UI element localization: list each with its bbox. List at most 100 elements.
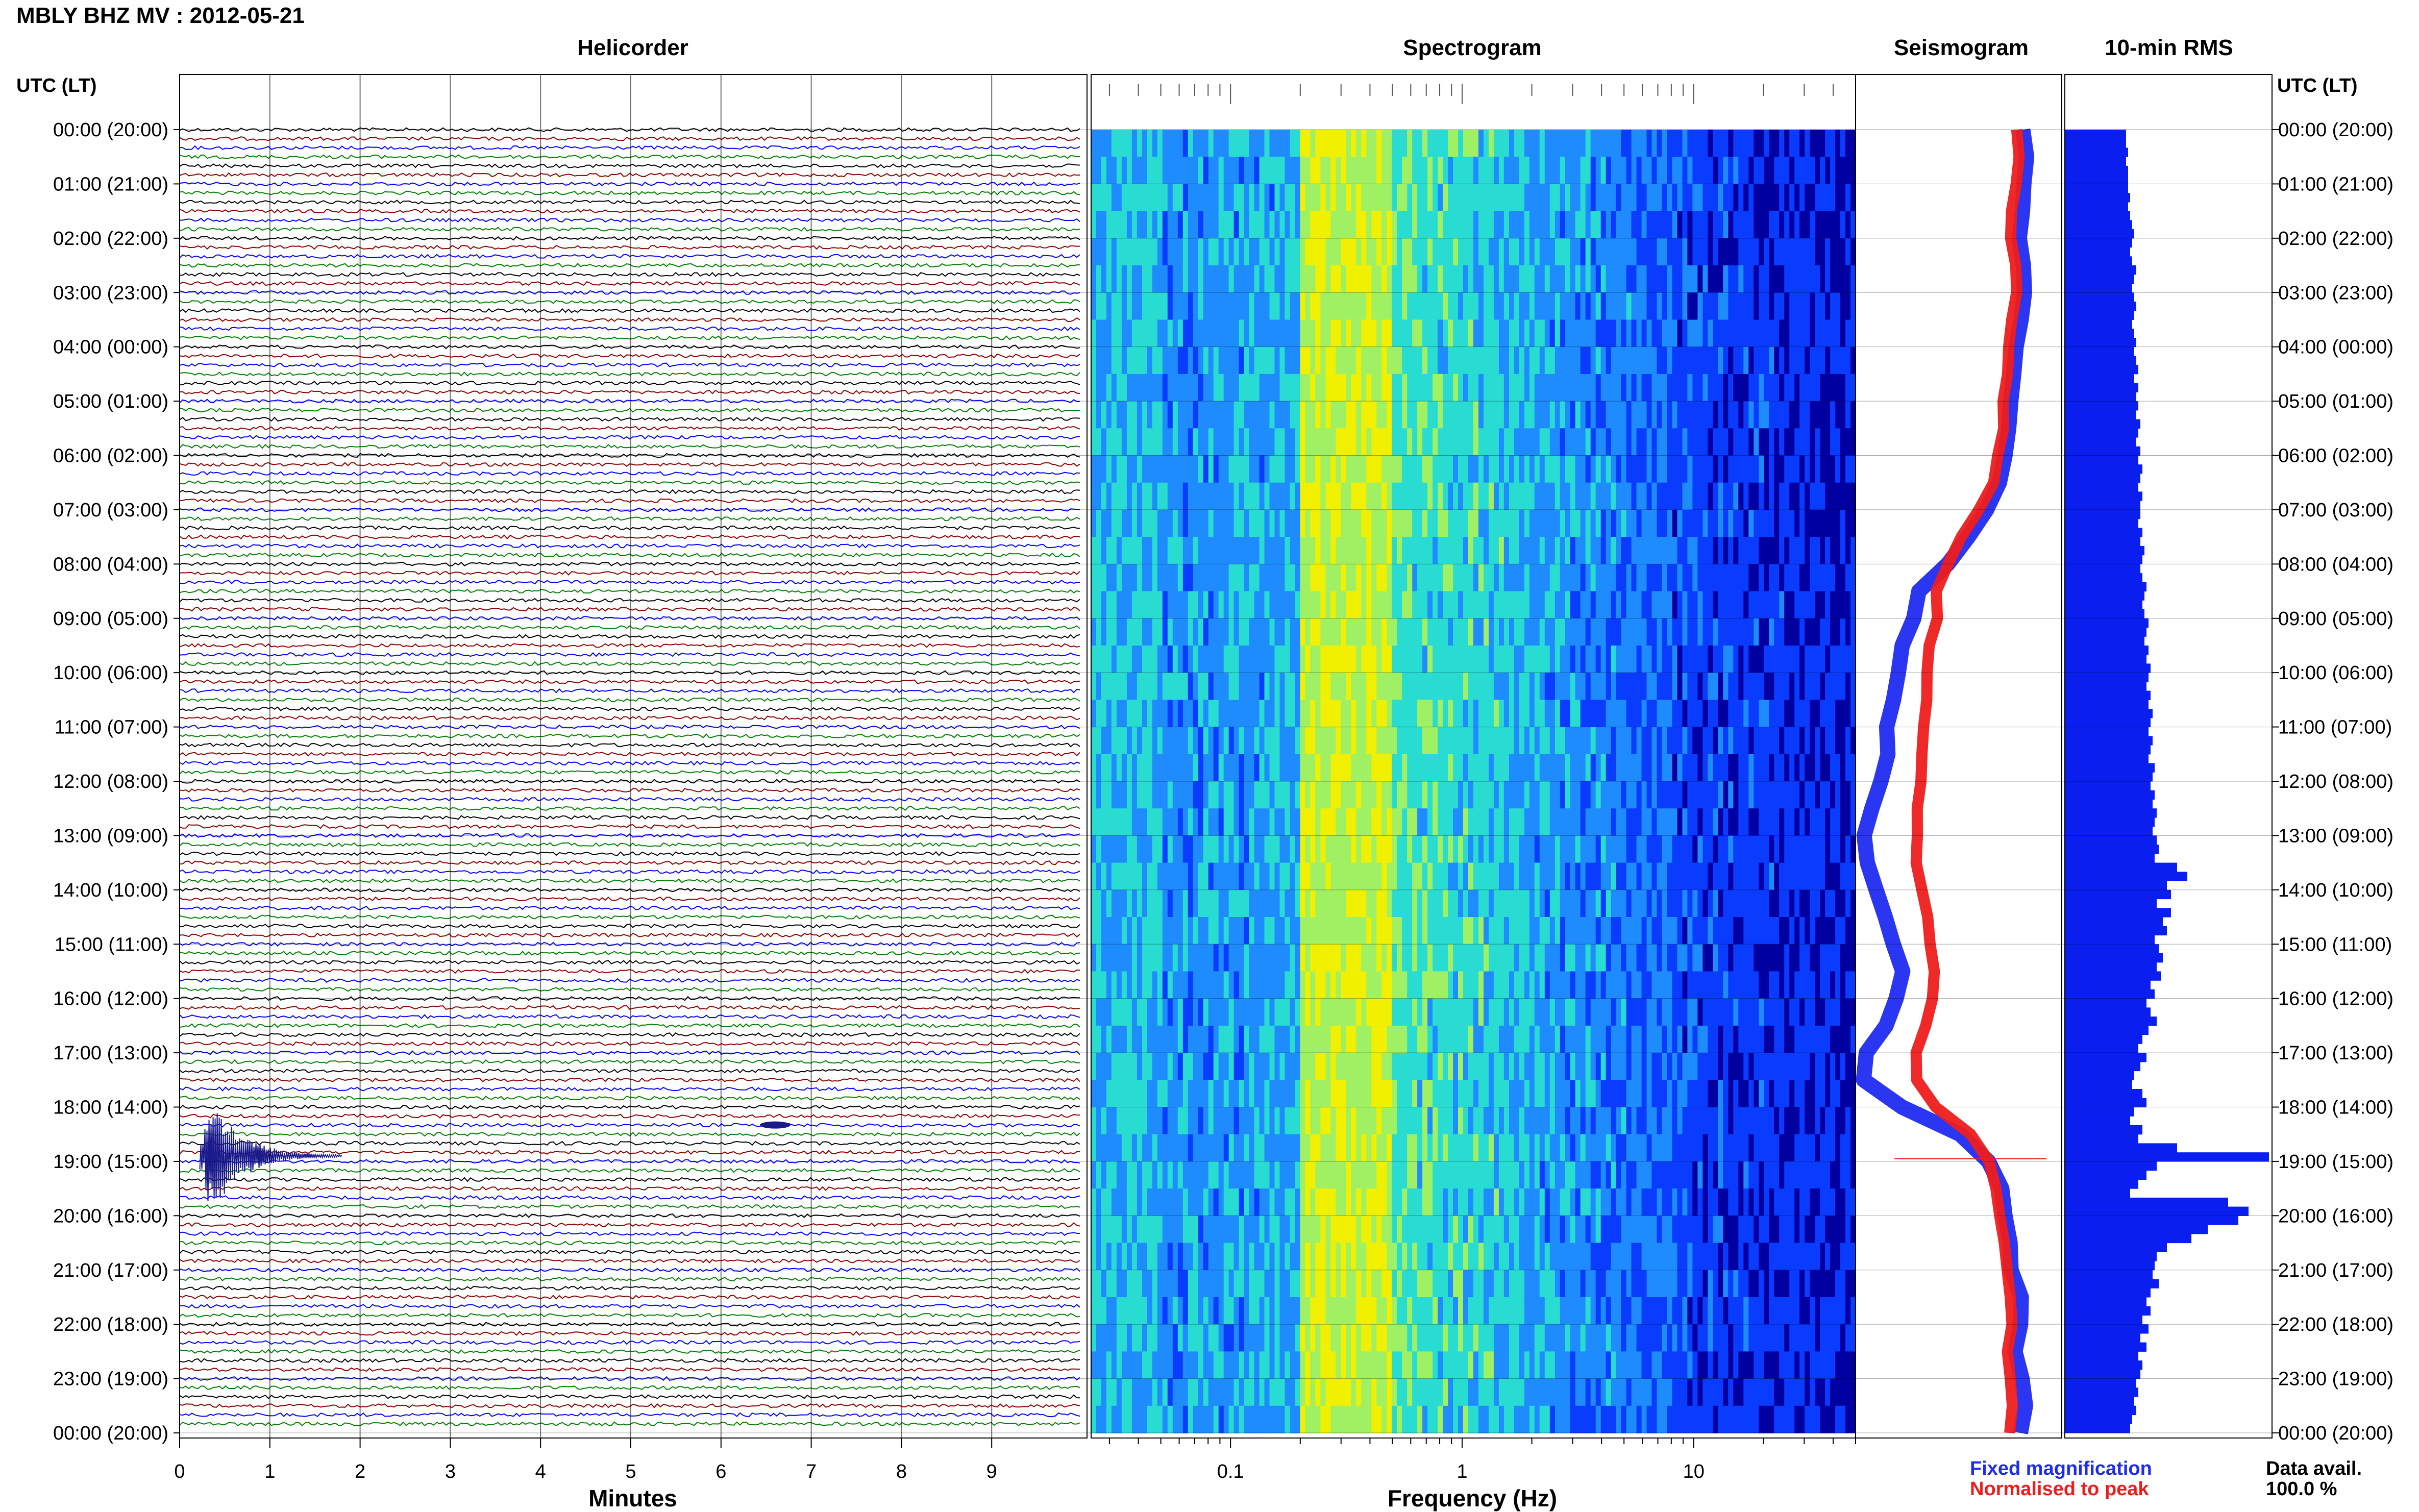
spectrogram-cell (1279, 319, 1286, 348)
spectrogram-column (1427, 130, 1433, 1433)
spectrogram-cell (1193, 971, 1199, 999)
spectrogram-cell (1585, 646, 1591, 673)
spectrogram-cell (1096, 1161, 1102, 1189)
spectrogram-cell (1091, 754, 1097, 782)
spectrogram-cell (1356, 1134, 1362, 1162)
spectrogram-cell (1341, 700, 1347, 728)
spectrogram-cell (1433, 944, 1438, 972)
spectrogram-cell (1320, 265, 1326, 293)
spectrogram-cell (1254, 428, 1260, 456)
spectrogram-cell (1473, 1134, 1479, 1162)
spectrogram-cell (1177, 1134, 1183, 1162)
spectrogram-cell (1575, 374, 1581, 402)
spectrogram-cell (1274, 130, 1280, 157)
spectrogram-cell (1356, 1053, 1362, 1081)
spectrogram-cell (1514, 781, 1520, 809)
spectrogram-cell (1381, 1351, 1387, 1379)
spectrogram-cell (1126, 781, 1132, 809)
spectrogram-cell (1427, 808, 1433, 836)
spectrogram-cell (1397, 455, 1402, 483)
spectrogram-cell (1422, 727, 1428, 755)
spectrogram-cell (1427, 673, 1433, 701)
spectrogram-cell (1203, 1134, 1209, 1162)
spectrogram-cell (1091, 1405, 1097, 1433)
spectrogram-cell (1172, 482, 1178, 510)
spectrogram-cell (1356, 428, 1362, 456)
spectrogram-cell (1356, 564, 1362, 592)
spectrogram-cell (1387, 1243, 1392, 1271)
spectrogram-cell (1376, 211, 1383, 239)
spectrogram-cell (1438, 319, 1443, 348)
spectrogram-cell (1239, 808, 1245, 836)
spectrogram-cell (1223, 292, 1229, 320)
spectrogram-cell (1422, 401, 1428, 429)
spectrogram-cell (1417, 1324, 1423, 1352)
spectrogram-cell (1539, 700, 1545, 728)
spectrogram-cell (1254, 1161, 1260, 1189)
spectrogram-cell (1157, 374, 1163, 402)
spectrogram-cell (1223, 618, 1229, 646)
spectrogram-cell (1157, 998, 1163, 1026)
spectrogram-cell (1285, 1134, 1291, 1162)
spectrogram-cell (1417, 319, 1423, 348)
spectrogram-cell (1336, 319, 1342, 348)
spectrogram-cell (1585, 673, 1591, 701)
spectrogram-cell (1218, 292, 1224, 320)
spectrogram-cell (1422, 862, 1428, 890)
spectrogram-cell (1244, 428, 1250, 456)
spectrogram-cell (1458, 591, 1464, 619)
spectrogram-cell (1336, 1243, 1342, 1271)
spectrogram-cell (1549, 184, 1556, 212)
helicorder-trace (179, 932, 1080, 938)
spectrogram-cell (1565, 808, 1571, 836)
spectrogram-cell (1320, 130, 1326, 157)
spectrogram-cell (1239, 509, 1245, 537)
spectrogram-cell (1101, 700, 1107, 728)
spectrogram-cell (1147, 591, 1153, 619)
spectrogram-cell (1310, 1188, 1316, 1217)
spectrogram-cell (1126, 808, 1132, 836)
spectrogram-cell (1290, 1161, 1296, 1189)
spectrogram-cell (1580, 1188, 1586, 1217)
spectrogram-cell (1254, 889, 1260, 918)
spectrogram-cell (1091, 1188, 1097, 1217)
spectrogram-cell (1539, 754, 1545, 782)
spectrogram-cell (1468, 998, 1474, 1026)
spectrogram-cell (1121, 292, 1127, 320)
helicorder-trace (179, 1385, 1080, 1391)
spectrogram-cell (1320, 781, 1326, 809)
spectrogram-cell (1264, 1134, 1270, 1162)
spectrogram-cell (1137, 889, 1143, 918)
spectrogram-cell (1116, 700, 1122, 728)
spectrogram-cell (1091, 184, 1097, 212)
spectrogram-cell (1285, 700, 1291, 728)
spectrogram-cell (1458, 808, 1464, 836)
spectrogram-cell (1468, 646, 1474, 673)
spectrogram-cell (1198, 835, 1204, 863)
helicorder-trace (179, 127, 1080, 132)
spectrogram-cell (1116, 835, 1122, 863)
spectrogram-cell (1121, 1188, 1127, 1217)
spectrogram-cell (1539, 1188, 1545, 1217)
spectrogram-cell (1554, 319, 1561, 348)
helicorder-trace (179, 851, 1080, 856)
spectrogram-cell (1177, 211, 1183, 239)
spectrogram-cell (1269, 727, 1275, 755)
spectrogram-cell (1544, 917, 1550, 945)
spectrogram-cell (1325, 130, 1331, 157)
spectrogram-cell (1208, 130, 1214, 157)
spectrogram-cell (1509, 1107, 1515, 1135)
spectrogram-cell (1356, 646, 1362, 673)
spectrogram-cell (1193, 1161, 1199, 1189)
spectrogram-cell (1172, 401, 1178, 429)
spectrogram-cell (1142, 917, 1148, 945)
spectrogram-cell (1177, 1324, 1183, 1352)
spectrogram-cell (1453, 1297, 1459, 1325)
spectrogram-cell (1182, 292, 1189, 320)
spectrogram-cell (1213, 482, 1219, 510)
spectrogram-cell (1198, 1134, 1204, 1162)
spectrogram-column (1458, 130, 1464, 1433)
spectrogram-cell (1422, 1351, 1428, 1379)
spectrogram-cell (1402, 455, 1408, 483)
spectrogram-cell (1453, 1053, 1459, 1081)
